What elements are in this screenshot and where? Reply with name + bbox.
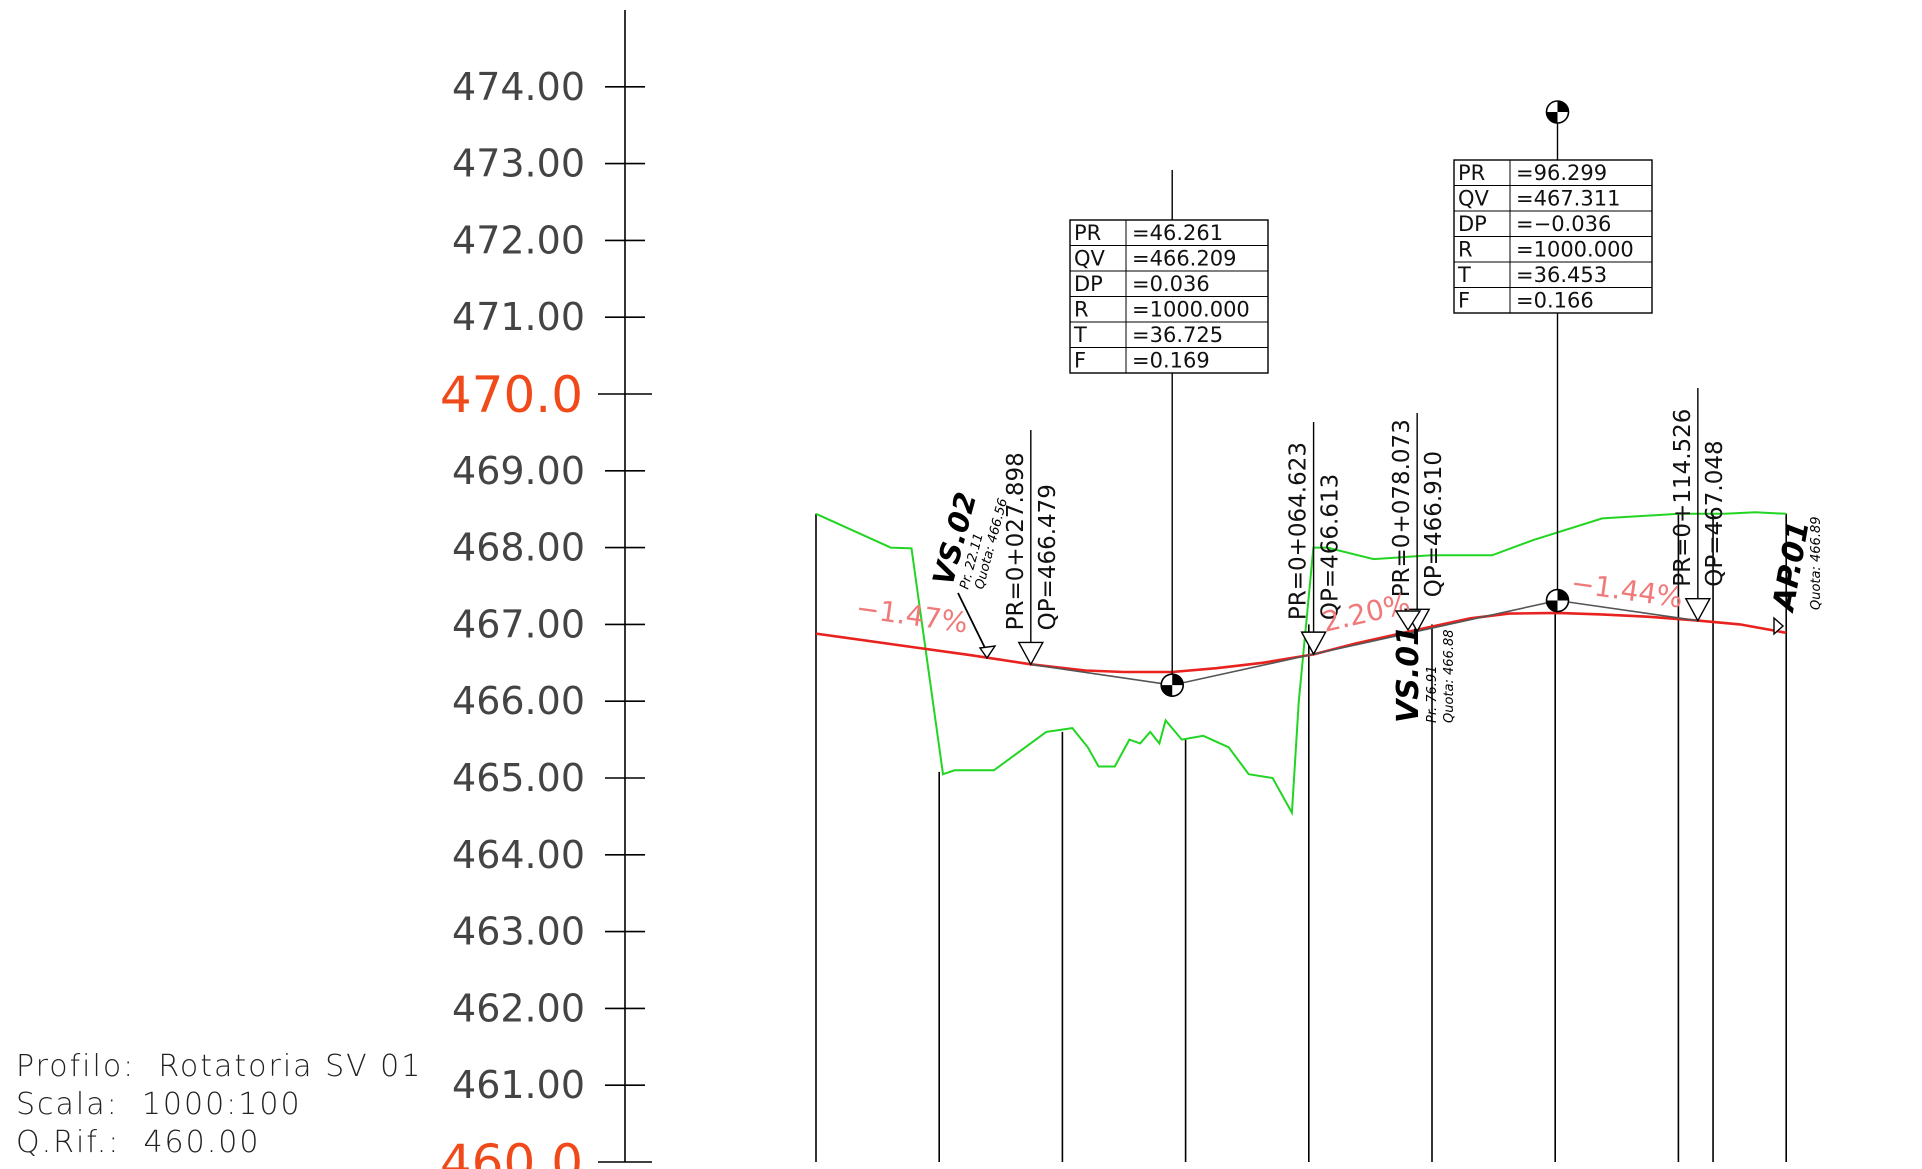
point-pr-label: PR=0+078.073 [1389,419,1415,597]
profile-value: Rotatoria SV 01 [158,1049,423,1084]
point-markers: PR=0+027.898 QP=466.479 PR=0+064.623 QP=466… [1003,388,1728,666]
reference-value: 460.00 [143,1125,261,1160]
point-qp-label: QP=466.479 [1035,484,1061,630]
project-profile [815,599,1787,686]
vertex-fill [1557,589,1569,601]
scale-value: 1000:100 [141,1087,302,1122]
vertex-field-value: =46.261 [1132,221,1223,245]
axis-label: 464.00 [452,833,585,877]
vertex-field-label: DP [1458,212,1487,236]
elevation-axis: 474.00 473.00 472.00 471.00 470.0 469.00 468.0… [440,10,652,1169]
vertex-field-value: =466.209 [1132,247,1236,271]
vertex-fill [1546,600,1558,612]
vertex-field-value: =1000.000 [1516,238,1634,262]
vertex-field-label: QV [1074,247,1106,271]
structure-quota: Quota: 466.88 [1442,630,1457,724]
axis-label: 469.00 [452,449,585,493]
vertex-field-label: PR [1458,161,1485,185]
vertex-field-label: R [1074,298,1089,322]
axis-label: 468.00 [452,526,585,570]
vertex-fill [1557,101,1569,112]
vertex-field-label: DP [1074,272,1103,296]
axis-label: 474.00 [452,65,585,109]
axis-label: 461.00 [452,1063,585,1107]
slope-label: −1.44% [1569,566,1685,614]
axis-label: 473.00 [452,142,585,186]
axis-label: 462.00 [452,986,585,1030]
vertex-field-label: QV [1458,187,1490,211]
vertex-field-value: =36.453 [1516,263,1607,287]
scale-row: Scala: 1000:100 [16,1086,422,1124]
slope-label: −1.47% [854,591,970,639]
reference-row: Q.Rif.: 460.00 [16,1124,422,1162]
profile-info: Profilo: Rotatoria SV 01 Scala: 1000:100… [16,1048,422,1162]
profile-row: Profilo: Rotatoria SV 01 [16,1048,422,1086]
vertex-field-value: =−0.036 [1516,212,1611,236]
profile-label: Profilo: [16,1049,136,1084]
vertex-field-label: T [1457,263,1471,287]
vertex-field-value: =0.036 [1132,272,1210,296]
structure-quota: Quota: 466.89 [1809,517,1824,611]
vertex-field-label: F [1458,289,1470,313]
point-qp-label: QP=467.048 [1702,440,1728,586]
terrain-line [815,511,1787,817]
vertex-field-label: R [1458,238,1473,262]
axis-label-major: 460.0 [440,1134,583,1169]
point-qp-label: QP=466.613 [1318,474,1344,620]
axis-label: 471.00 [452,295,585,339]
structure-pr: Pr. 76.91 [1425,666,1440,723]
vertex-field-label: T [1073,323,1087,347]
structure-arrowhead [978,645,997,660]
vertex-field-value: =1000.000 [1132,298,1250,322]
vertex-fill [1546,112,1558,123]
point-pr-label: PR=0+027.898 [1003,452,1029,630]
axis-label-major: 470.0 [440,366,583,424]
structure-arrowhead [1773,616,1785,636]
vertex-fill [1161,685,1173,697]
axis-label: 472.00 [452,218,585,262]
point-pr-label: PR=0+114.526 [1670,409,1696,587]
axis-label: 465.00 [452,756,585,800]
axis-label: 463.00 [452,910,585,954]
vertex-fill [1172,674,1184,686]
reference-label: Q.Rif.: [16,1125,121,1160]
vertex-field-value: =96.299 [1516,161,1607,185]
point-triangle [1300,631,1327,656]
vertex-field-label: PR [1074,221,1101,245]
section-verticals [815,513,1787,1162]
structure-arrow [957,592,986,649]
structure-triangle [1394,610,1422,632]
scale-label: Scala: [16,1087,119,1122]
axis-label: 467.00 [452,602,585,646]
point-triangle [1684,598,1712,623]
vertex-field-value: =467.311 [1516,187,1620,211]
vertex-field-label: F [1074,349,1086,373]
vertex-field-value: =0.169 [1132,349,1210,373]
vertex-field-value: =36.725 [1132,323,1223,347]
axis-label: 466.00 [452,679,585,723]
vertex-markers: PR =46.261 QV =466.209 DP =0.036 R =1000.000 T =3… [1069,100,1653,697]
point-triangle [1017,641,1044,666]
vertex-field-value: =0.166 [1516,289,1594,313]
terrain-profile [815,511,1787,817]
point-pr-label: PR=0+064.623 [1286,442,1312,620]
point-qp-label: QP=466.910 [1421,451,1447,597]
structure-name: VS.01 [1391,625,1426,723]
tangent-polygon [1030,599,1699,686]
